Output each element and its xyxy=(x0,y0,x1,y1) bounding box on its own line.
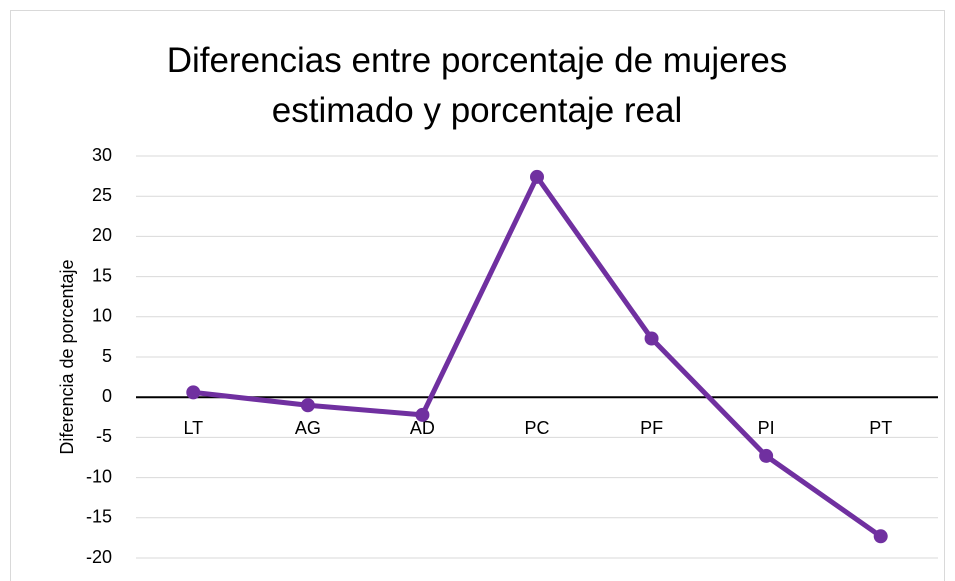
chart-title: Diferencias entre porcentaje de mujeres … xyxy=(166,41,788,130)
y-tick-label: 25 xyxy=(92,185,112,205)
chart-border xyxy=(10,10,945,581)
y-tick-label: 5 xyxy=(102,346,112,366)
marker xyxy=(873,529,888,544)
marker xyxy=(415,407,430,422)
x-tick-label: PI xyxy=(758,418,775,438)
y-axis-label: Diferencia de porcentaje xyxy=(57,259,77,454)
x-tick-label: PF xyxy=(640,418,663,438)
y-tick-label: -15 xyxy=(86,507,112,527)
marker xyxy=(759,448,774,463)
y-tick-label: 0 xyxy=(102,386,112,406)
x-tick-label: PT xyxy=(869,418,892,438)
y-tick-label: 15 xyxy=(92,265,112,285)
x-tick-label: AG xyxy=(295,418,321,438)
marker xyxy=(186,385,201,400)
marker xyxy=(300,398,315,413)
y-tick-label: -20 xyxy=(86,547,112,567)
x-tick-label: PC xyxy=(524,418,549,438)
marker xyxy=(644,331,659,346)
y-tick-label: 20 xyxy=(92,225,112,245)
marker xyxy=(530,169,544,184)
x-tick-label: AD xyxy=(410,418,435,438)
y-tick-label: -10 xyxy=(86,466,112,486)
y-tick-label: 10 xyxy=(92,306,112,326)
x-tick-label: LT xyxy=(183,418,203,438)
y-tick-label: -5 xyxy=(96,426,112,446)
y-tick-label: 30 xyxy=(92,145,112,165)
